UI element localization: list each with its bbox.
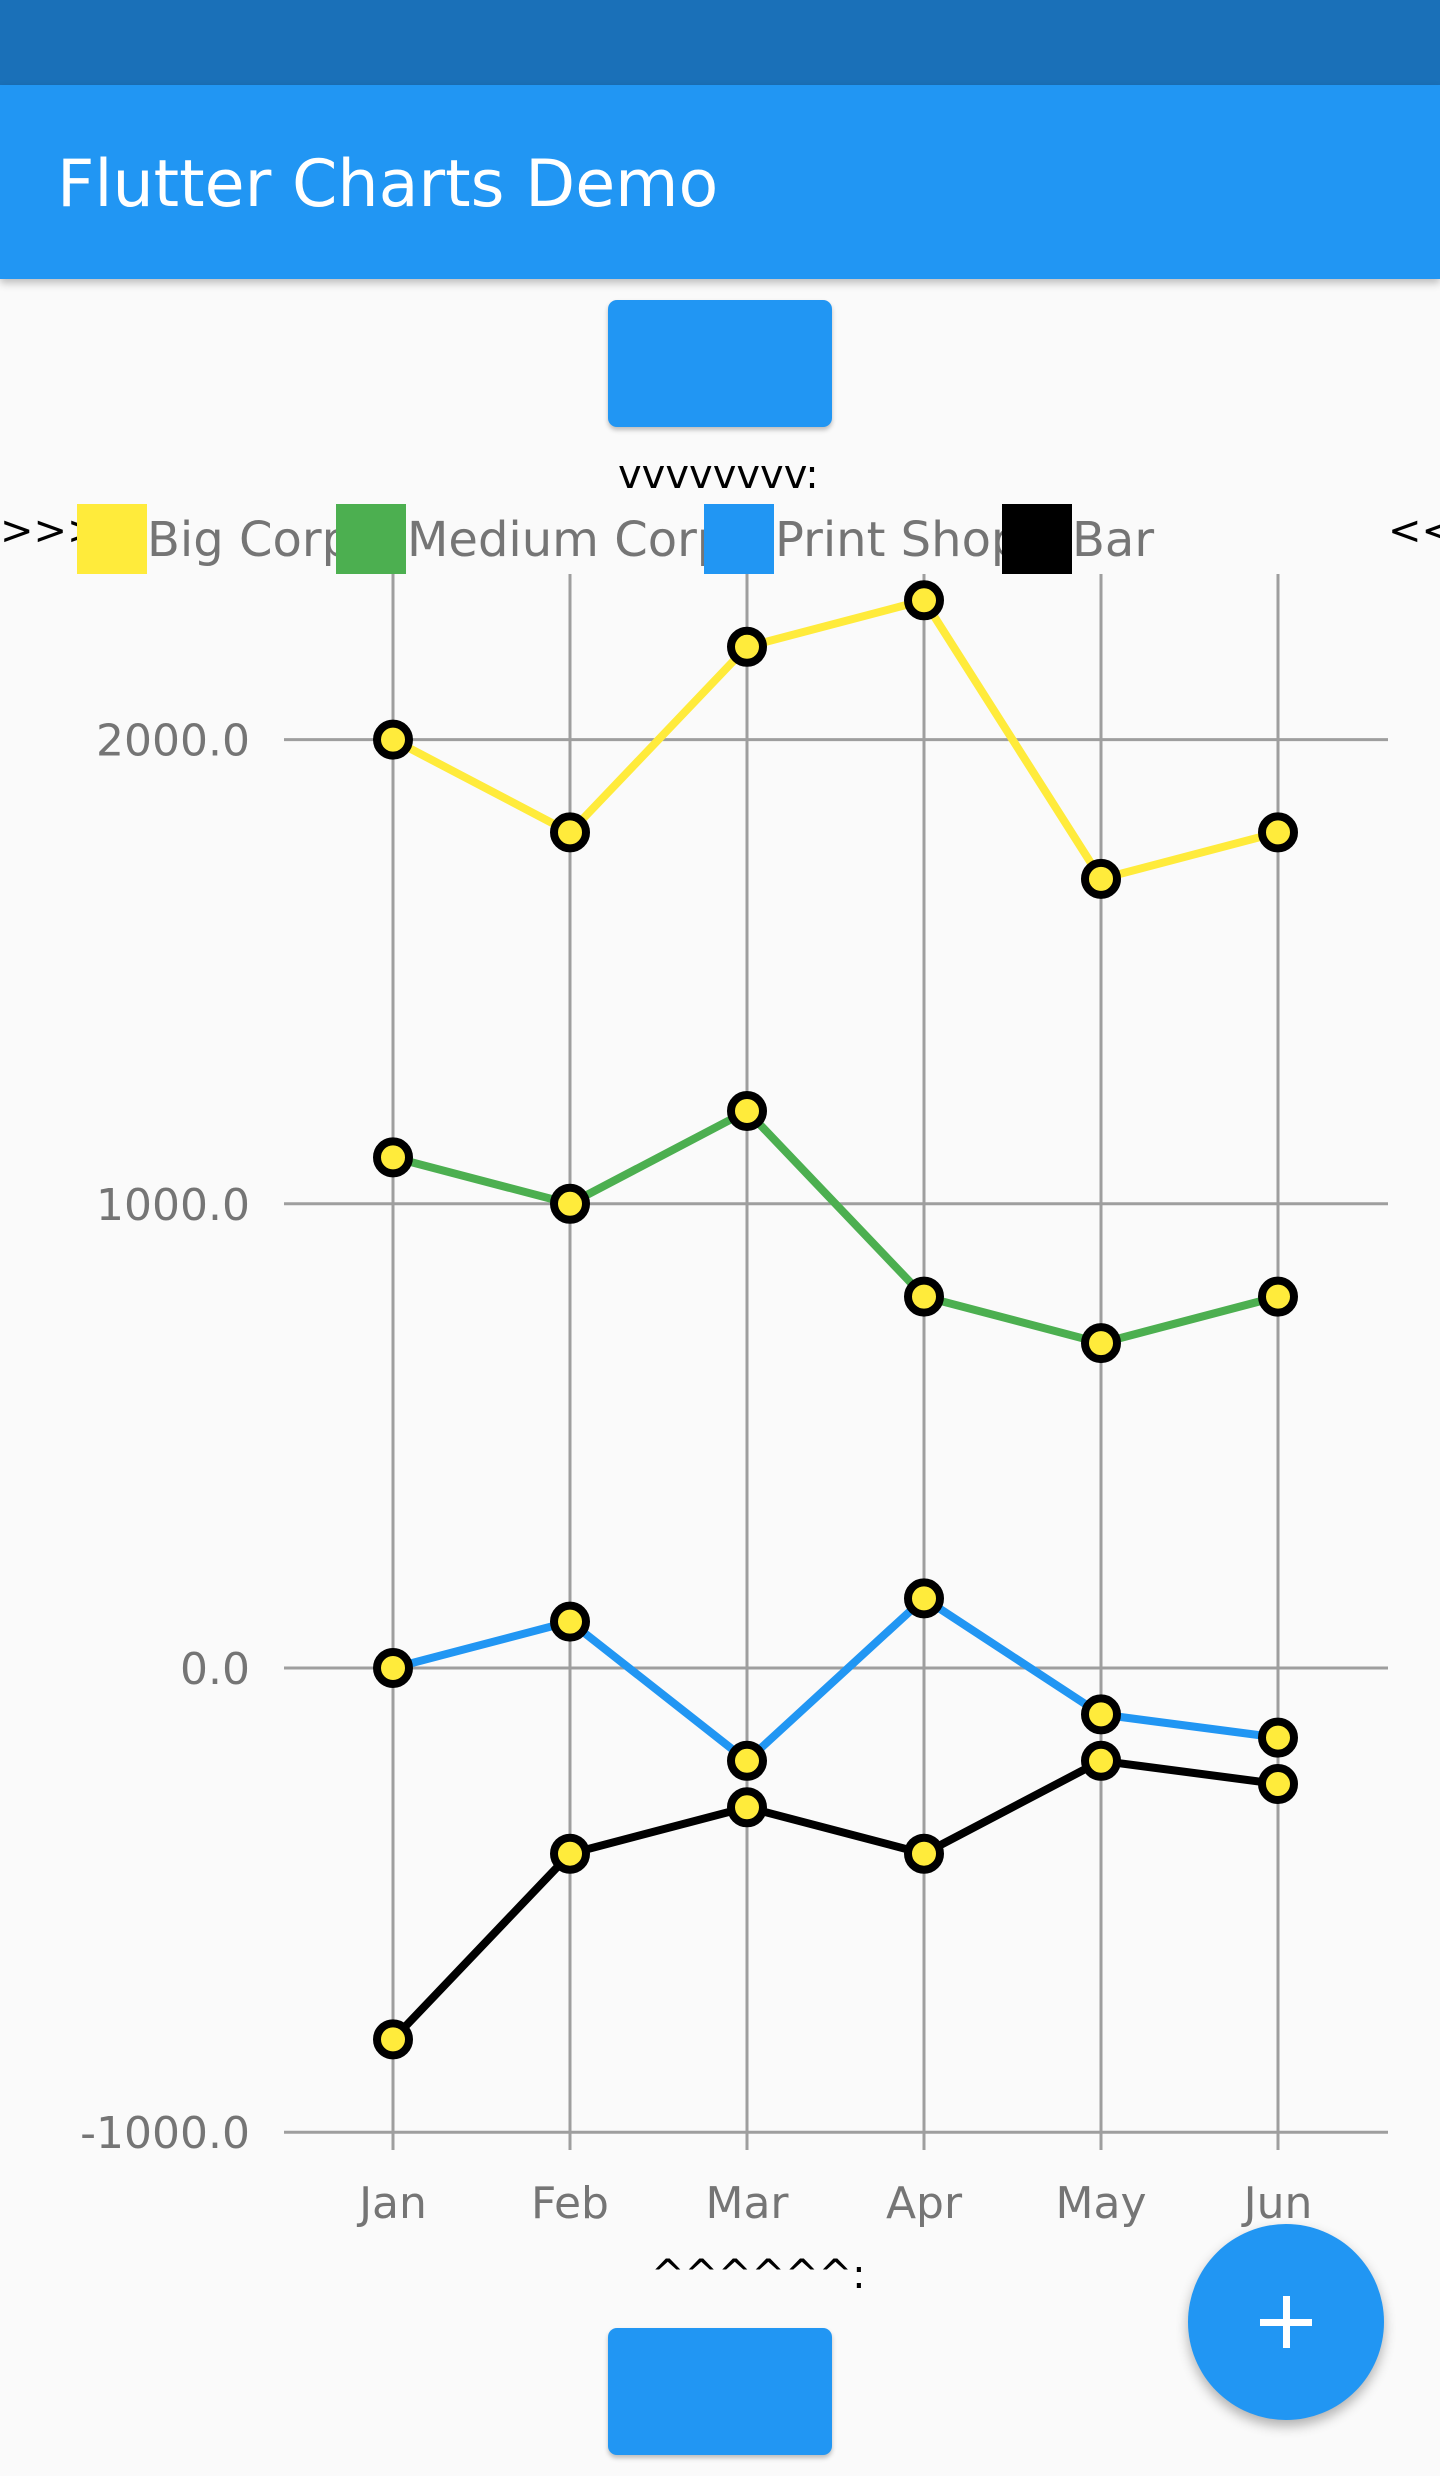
data-point (373, 1648, 413, 1688)
legend-swatch-bar (1002, 504, 1072, 574)
status-bar (0, 0, 1440, 85)
data-point (904, 1833, 944, 1874)
data-point (1258, 1717, 1298, 1758)
series-line (391, 1594, 1279, 1765)
data-point (1081, 1323, 1121, 1364)
x-tick-label: Mar (705, 2178, 789, 2229)
data-point (373, 2019, 413, 2060)
y-tick-label: 0.0 (180, 1644, 250, 1695)
bottom-button[interactable] (608, 2328, 832, 2455)
data-point (904, 580, 944, 621)
legend-swatch-print-shop (704, 504, 774, 574)
data-point (550, 812, 590, 853)
x-tick-label: Jun (1241, 2178, 1313, 2229)
data-point (550, 1833, 590, 1874)
data-point (727, 1091, 767, 1131)
data-point (550, 1183, 590, 1224)
data-point (550, 1601, 590, 1642)
scroll-right-indicator: << (1388, 508, 1440, 554)
add-fab-button[interactable] (1188, 2224, 1384, 2420)
app-title: Flutter Charts Demo (57, 147, 719, 222)
data-point (1258, 1764, 1298, 1804)
legend-label-big-corp: Big Corp (147, 512, 353, 568)
data-point (727, 1740, 767, 1781)
x-tick-label: Jan (356, 2178, 427, 2229)
data-point (373, 1137, 413, 1178)
data-point (904, 1276, 944, 1317)
data-point (1081, 1694, 1121, 1735)
data-point (1081, 858, 1121, 899)
data-point (904, 1578, 944, 1619)
x-tick-label: Feb (531, 2178, 609, 2229)
y-tick-label: 2000.0 (96, 716, 250, 767)
bottom-marker: ^^^^^^: (651, 2252, 866, 2298)
data-point (1258, 812, 1298, 853)
x-tick-label: May (1056, 2178, 1147, 2229)
series-line (390, 1756, 1279, 2043)
legend-label-print-shop: Print Shop (775, 512, 1022, 568)
data-point (1258, 1276, 1298, 1317)
data-point (727, 1787, 767, 1828)
x-tick-label: Apr (886, 2178, 963, 2229)
plus-icon (1260, 2296, 1312, 2348)
data-point (1081, 1740, 1121, 1781)
legend-label-medium-corp: Medium Corp (407, 512, 728, 568)
app-bar: Flutter Charts Demo (0, 85, 1440, 279)
legend-label-bar: Bar (1072, 512, 1155, 568)
data-point (727, 626, 767, 667)
top-button[interactable] (608, 300, 832, 427)
y-tick-label: -1000.0 (80, 2108, 250, 2159)
top-marker: vvvvvvvv: (618, 452, 819, 498)
legend-swatch-medium-corp (336, 504, 406, 574)
y-tick-label: 1000.0 (96, 1180, 250, 1231)
legend-swatch-big-corp (77, 504, 147, 574)
data-point (373, 719, 413, 760)
series-line (391, 1107, 1280, 1348)
series-line (391, 596, 1280, 883)
